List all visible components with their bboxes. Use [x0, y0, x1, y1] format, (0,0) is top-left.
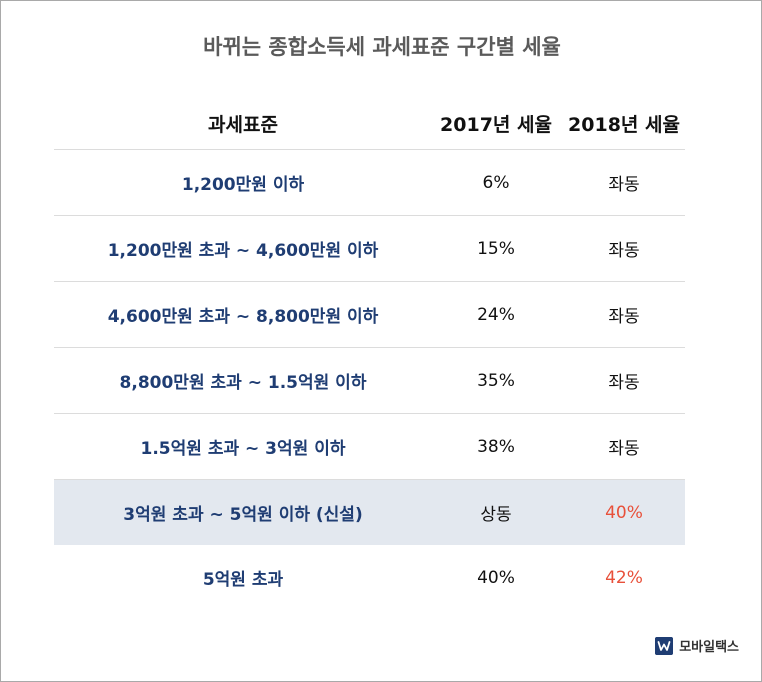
table-row: 1,200만원 초과 ~ 4,600만원 이하 15% 좌동 [54, 216, 685, 282]
brand-name: 모바일택스 [679, 640, 739, 655]
page-title: 바뀌는 종합소득세 과세표준 구간별 세율 [203, 35, 561, 59]
rate-2018-cell: 42% [605, 567, 643, 588]
rate-2018-cell: 좌동 [608, 439, 640, 459]
bracket-cell: 1,200만원 이하 [181, 175, 305, 195]
header-rate-2017: 2017년 세율 [440, 113, 552, 136]
header-rate-2018: 2018년 세율 [568, 113, 680, 136]
table-row: 8,800만원 초과 ~ 1.5억원 이하 35% 좌동 [54, 348, 685, 414]
table-row: 5억원 초과 40% 42% [54, 545, 685, 610]
rate-2017-cell: 상동 [480, 505, 512, 525]
table-row-highlighted: 3억원 초과 ~ 5억원 이하 (신설) 상동 40% [54, 480, 685, 545]
brand-logo-icon [655, 636, 674, 655]
rate-2018-cell: 40% [605, 502, 643, 523]
bracket-cell: 1,200만원 초과 ~ 4,600만원 이하 [107, 241, 379, 261]
header-bracket: 과세표준 [208, 113, 278, 136]
table-row: 4,600만원 초과 ~ 8,800만원 이하 24% 좌동 [54, 282, 685, 348]
rate-2018-cell: 좌동 [608, 373, 640, 393]
rate-2017-cell: 40% [477, 567, 515, 588]
rate-2018-cell: 좌동 [608, 241, 640, 261]
table-row: 1.5억원 초과 ~ 3억원 이하 38% 좌동 [54, 414, 685, 480]
rate-2018-cell: 좌동 [608, 175, 640, 195]
bracket-cell: 3억원 초과 ~ 5억원 이하 (신설) [123, 505, 363, 525]
rate-2018-cell: 좌동 [608, 307, 640, 327]
brand-mark: 모바일택스 [655, 636, 739, 655]
rate-2017-cell: 35% [477, 370, 515, 391]
bracket-cell: 4,600만원 초과 ~ 8,800만원 이하 [107, 307, 379, 327]
rate-2017-cell: 15% [477, 238, 515, 259]
rate-2017-cell: 24% [477, 304, 515, 325]
rate-2017-cell: 38% [477, 436, 515, 457]
table-header: 과세표준 2017년 세율 2018년 세율 [54, 97, 685, 150]
bracket-cell: 8,800만원 초과 ~ 1.5억원 이하 [119, 373, 367, 393]
tax-rate-table: 과세표준 2017년 세율 2018년 세율 1,200만원 이하 6% 좌동 … [54, 97, 685, 610]
bracket-cell: 5억원 초과 [202, 570, 284, 590]
bracket-cell: 1.5억원 초과 ~ 3억원 이하 [140, 439, 346, 459]
rate-2017-cell: 6% [482, 172, 510, 193]
table-row: 1,200만원 이하 6% 좌동 [54, 150, 685, 216]
